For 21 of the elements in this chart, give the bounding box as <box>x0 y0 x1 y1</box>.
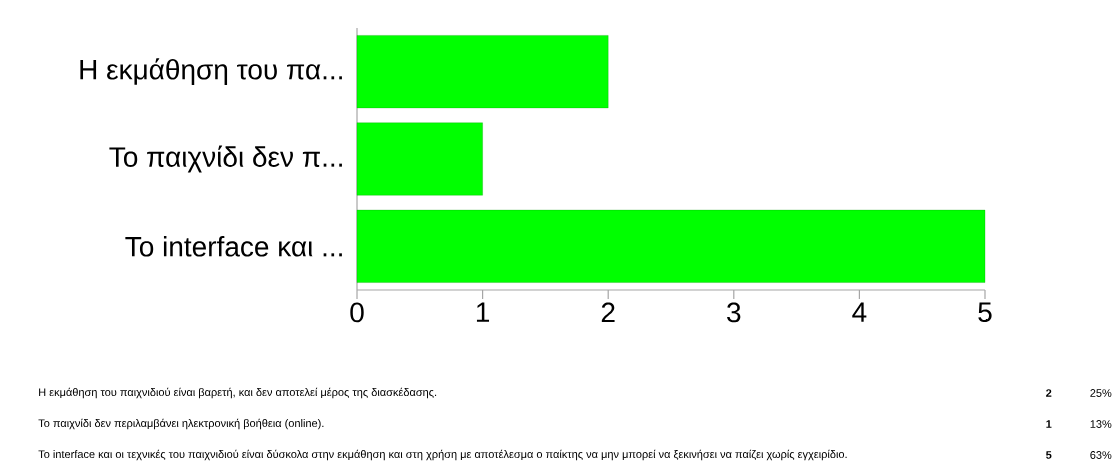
text: 25% <box>1090 389 1112 397</box>
text: 13% <box>1090 420 1112 428</box>
x-tick-label: 3 <box>727 302 741 323</box>
text: Η εκμάθηση του παιχνιδιού είναι βαρετή, και δεν αποτελεί μέρος της διασκέδασης. <box>39 387 437 399</box>
y-tick-label: Το interface και ... <box>125 236 342 257</box>
x-tick-label: 0 <box>350 302 364 323</box>
bar <box>356 122 483 196</box>
text: Το interface και οι τεχνικές του παιχνιδιού είναι δύσκολα στην εκμάθηση και στη χρήση με αποτέλεσμα ο παίκτης να μην μπορεί να ξεκινήσει να παίζει χωρίς εγχειρίδιο. <box>38 449 847 461</box>
text: Το παιχνίδι δεν περιλαμβάνει ηλεκτρονική βοήθεια (online). <box>38 418 324 430</box>
y-tick-label: Η εκμάθηση του πα... <box>80 58 342 86</box>
x-tick-label: 4 <box>852 302 867 322</box>
bar <box>356 209 986 283</box>
x-tick-label: 1 <box>476 302 490 322</box>
x-tick-label: 2 <box>601 302 615 323</box>
x-tick-label: 5 <box>978 302 992 323</box>
text: 2 <box>1046 389 1052 397</box>
text: 1 <box>1046 420 1052 428</box>
y-tick-label: Το παιχνίδι δεν π... <box>109 145 342 173</box>
text: 5 <box>1046 451 1052 459</box>
bar <box>356 35 609 109</box>
text: 63% <box>1090 451 1112 459</box>
